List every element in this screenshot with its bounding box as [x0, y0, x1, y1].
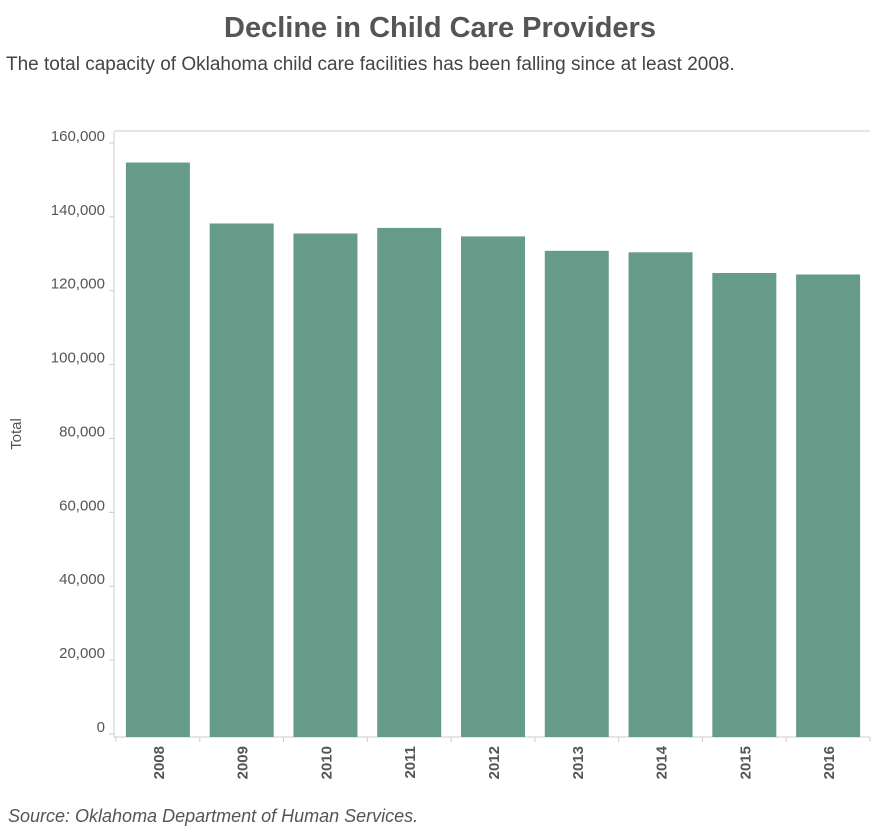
x-tick-label: 2016 — [821, 746, 838, 779]
x-tick-label: 2010 — [318, 746, 335, 779]
y-tick-label: 100,000 — [51, 350, 105, 367]
x-tick-label: 2009 — [235, 746, 252, 779]
x-tick-label: 2013 — [570, 746, 587, 779]
y-tick-label: 40,000 — [59, 571, 105, 588]
y-tick-label: 20,000 — [59, 645, 105, 662]
y-tick-label: 60,000 — [59, 497, 105, 514]
bar-chart: 0 20,000 40,000 60,000 80,000 100,000 120,000 1… — [8, 128, 871, 779]
y-axis-ticks: 0 20,000 40,000 60,000 80,000 100,000 120,000 1… — [51, 128, 114, 736]
chart-subtitle: The total capacity of Oklahoma child car… — [6, 54, 735, 75]
chart-title: Decline in Child Care Providers — [224, 12, 656, 44]
y-tick-label: 120,000 — [51, 276, 105, 293]
bar-2013 — [544, 250, 609, 737]
x-tick-label: 2012 — [486, 746, 503, 779]
x-tick-label: 2014 — [654, 745, 671, 779]
y-tick-label: 0 — [97, 719, 105, 736]
bar-2011 — [377, 227, 442, 737]
bar-2009 — [209, 223, 274, 737]
y-axis-label: Total — [8, 418, 25, 450]
bars — [125, 162, 861, 737]
x-tick-label: 2015 — [737, 746, 754, 779]
x-tick-label: 2008 — [151, 746, 168, 779]
y-tick-label: 80,000 — [59, 423, 105, 440]
x-tick-label: 2011 — [402, 746, 419, 779]
bar-2010 — [293, 233, 358, 737]
source-note: Source: Oklahoma Department of Human Ser… — [8, 806, 419, 826]
x-axis-ticks: 2008 2009 2010 2011 2012 2013 2014 2015 2016 — [115, 737, 871, 779]
bar-2014 — [628, 252, 693, 737]
bar-2008 — [125, 162, 190, 737]
y-tick-label: 140,000 — [51, 202, 105, 219]
y-tick-label: 160,000 — [51, 128, 105, 145]
bar-2015 — [712, 272, 777, 737]
bar-2016 — [796, 274, 861, 737]
bar-2012 — [461, 236, 525, 737]
